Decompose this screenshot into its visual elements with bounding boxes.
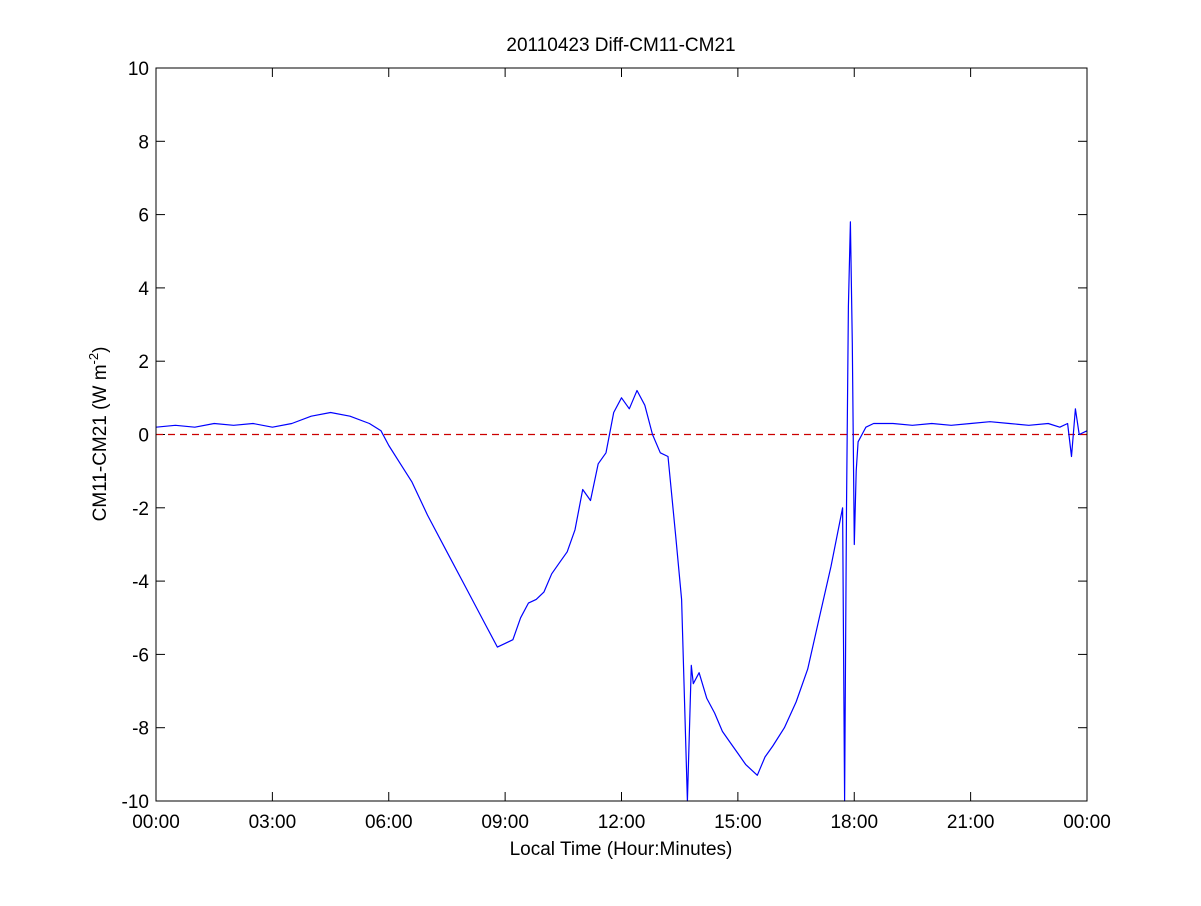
y-tick-label: 10: [128, 59, 149, 80]
x-axis-label: Local Time (Hour:Minutes): [510, 839, 733, 860]
plot-area: [156, 68, 1087, 801]
y-tick-label: -6: [132, 645, 149, 666]
y-tick-label: -10: [122, 792, 149, 813]
x-tick-label: 09:00: [481, 812, 529, 833]
y-axis-label-exponent: -2: [86, 353, 101, 365]
y-axis-label-text: CM11-CM21 (W m: [90, 364, 111, 521]
x-tick-label: 18:00: [830, 812, 878, 833]
x-tick-label: 00:00: [1063, 812, 1111, 833]
y-tick-label: 2: [138, 352, 149, 373]
x-tick-label: 06:00: [365, 812, 413, 833]
plot-frame: [155, 67, 1088, 802]
y-tick-label: 0: [138, 426, 149, 447]
y-axis-label: CM11-CM21 (W m-2): [86, 347, 111, 522]
x-tick-label: 15:00: [714, 812, 762, 833]
y-tick-label: -8: [132, 719, 149, 740]
tick-labels-layer: 00:00 03:00 06:00 09:00 12:00 15:00 18:00 21:00…: [122, 59, 1111, 833]
x-tick-label: 00:00: [132, 812, 180, 833]
x-tick-label: 21:00: [947, 812, 995, 833]
y-axis-label-close: ): [90, 347, 111, 353]
y-tick-label: 4: [138, 279, 149, 300]
x-tick-label: 12:00: [598, 812, 646, 833]
chart-title: 20110423 Diff-CM11-CM21: [506, 35, 735, 56]
y-tick-label: 8: [138, 132, 149, 153]
y-tick-label: -2: [132, 499, 149, 520]
y-tick-label: -4: [132, 572, 149, 593]
x-tick-label: 03:00: [249, 812, 297, 833]
y-tick-label: 6: [138, 206, 149, 227]
